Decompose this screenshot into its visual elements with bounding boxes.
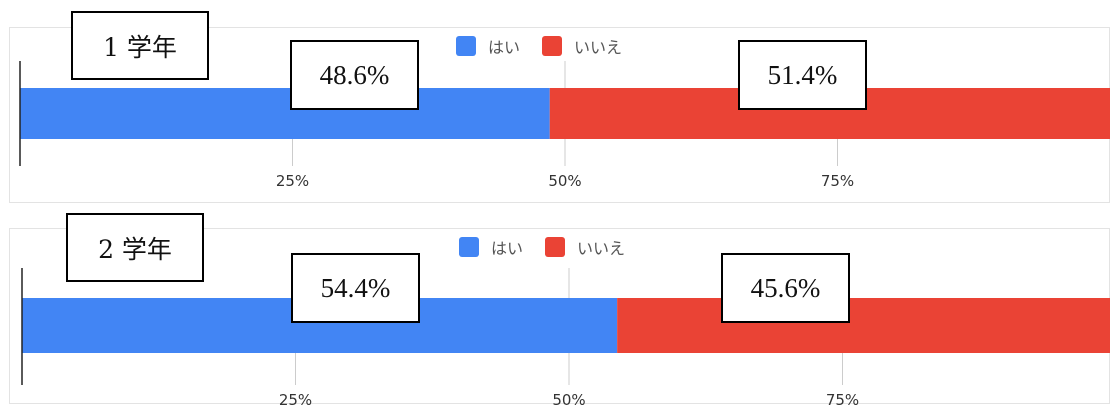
legend-label-no: いいえ	[577, 239, 626, 258]
legend-label-yes: はい	[491, 239, 524, 258]
bar-segment-yes	[20, 88, 550, 139]
chart-legend: はい いいえ	[456, 34, 644, 58]
data-label-grade-1-yes: 48.6%	[290, 40, 419, 110]
legend-swatch-no	[542, 36, 563, 56]
x-tick-label: 75%	[821, 172, 854, 190]
chart-legend: はい いいえ	[459, 235, 647, 259]
legend-label-yes: はい	[488, 38, 521, 57]
legend-item-no[interactable]: いいえ	[545, 235, 625, 259]
legend-swatch-yes	[456, 36, 476, 56]
grade-label-2: 2 学年	[66, 213, 204, 282]
x-tick-label: 50%	[552, 391, 585, 409]
data-label-grade-1-no: 51.4%	[738, 40, 867, 110]
x-tick-label: 25%	[276, 172, 309, 190]
legend-item-yes[interactable]: はい	[459, 235, 523, 259]
x-tick-label: 25%	[279, 391, 312, 409]
grade-label-1: 1 学年	[71, 11, 209, 80]
legend-item-yes[interactable]: はい	[456, 34, 520, 58]
x-tick-label: 75%	[826, 391, 859, 409]
stacked-bar-chart-grade-1: 25% 50% 75%	[19, 61, 1110, 190]
legend-label-no: いいえ	[574, 38, 623, 57]
x-tick-label: 50%	[548, 172, 581, 190]
legend-swatch-yes	[459, 237, 479, 257]
stacked-bar-chart-grade-2: 25% 50% 75%	[21, 268, 1110, 409]
legend-swatch-no	[545, 237, 566, 257]
data-label-grade-2-yes: 54.4%	[291, 253, 420, 323]
legend-item-no[interactable]: いいえ	[542, 34, 622, 58]
data-label-grade-2-no: 45.6%	[721, 253, 850, 323]
bar-segment-no	[617, 298, 1110, 353]
chart-panel-grade-1: 25% 50% 75% はい いいえ	[9, 27, 1110, 203]
